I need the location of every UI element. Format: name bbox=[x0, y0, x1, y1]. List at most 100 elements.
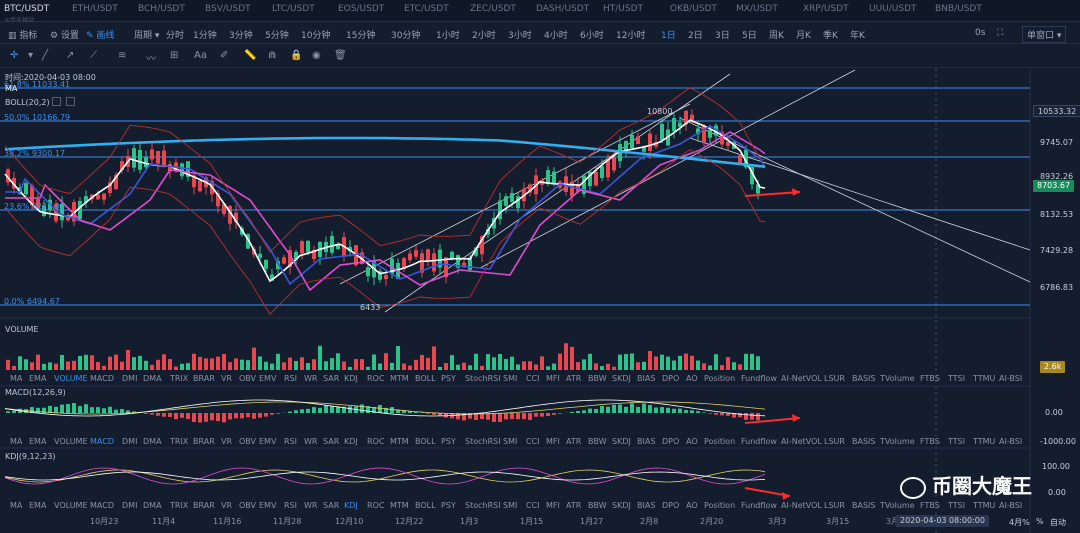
indicator-tab[interactable]: VR bbox=[221, 374, 233, 383]
symbol-tab[interactable]: ETC/USDT bbox=[404, 4, 449, 14]
ray-tool-icon[interactable]: ↗ bbox=[66, 50, 75, 61]
indicator-tab[interactable]: FTBS bbox=[920, 374, 940, 383]
indicator-tab[interactable]: KDJ bbox=[344, 501, 358, 510]
draw-button[interactable]: ✎ 画线 bbox=[86, 31, 115, 41]
zoom-label[interactable]: 4月% bbox=[1009, 518, 1030, 527]
indicator-tab[interactable]: EMV bbox=[259, 374, 277, 383]
indicator-tab[interactable]: FTBS bbox=[920, 501, 940, 510]
period-option[interactable]: 15分钟 bbox=[346, 31, 376, 41]
indicator-tab[interactable]: BBW bbox=[588, 374, 607, 383]
boll-close-icon[interactable] bbox=[66, 97, 75, 106]
price-chart[interactable] bbox=[0, 68, 1080, 533]
indicator-tab[interactable]: SKDJ bbox=[612, 374, 631, 383]
macd-label[interactable]: MACD(12,26,9) bbox=[5, 388, 66, 397]
symbol-tab[interactable]: UUU/USDT bbox=[869, 4, 917, 14]
indicator-tab[interactable]: DMI bbox=[122, 501, 138, 510]
period-option[interactable]: 6小时 bbox=[580, 31, 604, 41]
indicator-tab[interactable]: TRIX bbox=[170, 374, 189, 383]
indicator-tab[interactable]: MTM bbox=[390, 374, 409, 383]
period-option[interactable]: 5日 bbox=[742, 31, 757, 41]
indicator-tab[interactable]: TRIX bbox=[170, 437, 189, 446]
indicator-tab[interactable]: Position bbox=[704, 374, 736, 383]
eye-icon[interactable]: ◉ bbox=[312, 50, 321, 61]
symbol-tab[interactable]: ETH/USDT bbox=[72, 4, 118, 14]
lock-icon[interactable]: 🔒 bbox=[290, 50, 303, 61]
indicator-tab[interactable]: BBW bbox=[588, 501, 607, 510]
indicator-tab[interactable]: TTSI bbox=[948, 437, 966, 446]
indicator-tab[interactable]: SKDJ bbox=[612, 437, 631, 446]
indicator-tab[interactable]: EMV bbox=[259, 501, 277, 510]
indicator-tab[interactable]: DMI bbox=[122, 437, 138, 446]
indicator-tab[interactable]: BRAR bbox=[193, 501, 215, 510]
magnet-icon[interactable]: ⋒ bbox=[268, 50, 277, 61]
indicator-tab[interactable]: BRAR bbox=[193, 437, 215, 446]
text-tool-icon[interactable]: Aa bbox=[194, 50, 207, 61]
delete-icon[interactable]: 🗑 bbox=[334, 50, 347, 61]
indicator-tab[interactable]: Fundflow bbox=[741, 437, 777, 446]
indicator-tab[interactable]: VOLUME bbox=[54, 437, 88, 446]
channel-tool-icon[interactable]: ≋ bbox=[118, 50, 127, 61]
indicator-tab[interactable]: DMA bbox=[143, 437, 162, 446]
indicator-tab[interactable]: RSI bbox=[284, 501, 297, 510]
symbol-tab[interactable]: OKB/USDT bbox=[670, 4, 717, 14]
period-option[interactable]: 分时 bbox=[166, 31, 185, 41]
indicator-tab[interactable]: TVolume bbox=[880, 501, 915, 510]
indicator-tab[interactable]: DPO bbox=[662, 437, 680, 446]
indicator-tab[interactable]: MA bbox=[10, 501, 23, 510]
indicator-tab[interactable]: LSUR bbox=[824, 437, 845, 446]
period-option[interactable]: 5分钟 bbox=[265, 31, 289, 41]
indicator-tab[interactable]: FTBS bbox=[920, 437, 940, 446]
line-tool-icon[interactable]: ╱ bbox=[42, 50, 49, 61]
indicator-tab[interactable]: OBV bbox=[239, 437, 257, 446]
period-option[interactable]: 月K bbox=[796, 31, 811, 41]
indicator-tab[interactable]: CCI bbox=[526, 501, 540, 510]
indicator-tab[interactable]: BIAS bbox=[637, 374, 656, 383]
wave-tool-icon[interactable]: 〰 bbox=[146, 54, 156, 65]
indicator-tab[interactable]: StochRSI bbox=[465, 374, 501, 383]
indicator-tab[interactable]: KDJ bbox=[344, 374, 358, 383]
indicator-tab[interactable]: BOLL bbox=[415, 437, 436, 446]
symbol-tab[interactable]: LTC/USDT bbox=[272, 4, 315, 14]
indicator-tab[interactable]: BRAR bbox=[193, 374, 215, 383]
period-option[interactable]: 季K bbox=[823, 31, 838, 41]
settings-button[interactable]: ⚙ 设置 bbox=[50, 31, 79, 41]
period-option[interactable]: 1日 bbox=[661, 31, 676, 41]
fib-tool-icon[interactable]: ⊞ bbox=[170, 50, 179, 61]
indicator-tab[interactable]: AO bbox=[686, 374, 698, 383]
symbol-tab[interactable]: XRP/USDT bbox=[803, 4, 849, 14]
indicator-tab[interactable]: CCI bbox=[526, 374, 540, 383]
indicator-tab[interactable]: CCI bbox=[526, 437, 540, 446]
indicator-tab[interactable]: OBV bbox=[239, 374, 257, 383]
indicator-tab[interactable]: TTMU bbox=[973, 501, 996, 510]
shape-tool-icon[interactable]: ✐ bbox=[220, 50, 229, 61]
expand-icon[interactable]: ⛶ bbox=[997, 28, 1004, 38]
indicator-tab[interactable]: MA bbox=[10, 437, 23, 446]
indicator-tab[interactable]: BBW bbox=[588, 437, 607, 446]
symbol-tab[interactable]: HT/USDT bbox=[603, 4, 643, 14]
period-option[interactable]: 1小时 bbox=[436, 31, 460, 41]
indicator-tab[interactable]: MFI bbox=[546, 374, 560, 383]
window-mode-select[interactable]: 单窗口 ▾ bbox=[1022, 26, 1067, 43]
chevron-down-icon[interactable]: ▾ bbox=[28, 50, 34, 61]
indicator-tab[interactable]: AI-NetVOL bbox=[781, 501, 822, 510]
indicator-tab[interactable]: MACD bbox=[90, 501, 114, 510]
indicator-tab[interactable]: BASIS bbox=[852, 437, 876, 446]
indicator-tab[interactable]: TTMU bbox=[973, 437, 996, 446]
indicator-tab[interactable]: EMA bbox=[29, 437, 47, 446]
indicator-tab[interactable]: BASIS bbox=[852, 501, 876, 510]
indicator-tab[interactable]: TVolume bbox=[880, 374, 915, 383]
indicator-tab[interactable]: SKDJ bbox=[612, 501, 631, 510]
indicator-tab[interactable]: MTM bbox=[390, 437, 409, 446]
indicator-tab[interactable]: TTSI bbox=[948, 374, 966, 383]
period-option[interactable]: 3日 bbox=[715, 31, 730, 41]
indicator-tab[interactable]: DPO bbox=[662, 374, 680, 383]
indicator-tab[interactable]: TTSI bbox=[948, 501, 966, 510]
symbol-tab[interactable]: ZEC/USDT bbox=[470, 4, 516, 14]
indicator-tab[interactable]: DMA bbox=[143, 374, 162, 383]
kdj-label[interactable]: KDJ(9,12,23) bbox=[5, 452, 56, 461]
indicator-tab[interactable]: StochRSI bbox=[465, 437, 501, 446]
ruler-tool-icon[interactable]: 📏 bbox=[244, 50, 257, 61]
indicator-tab[interactable]: MA bbox=[10, 374, 23, 383]
indicator-tab[interactable]: DMA bbox=[143, 501, 162, 510]
indicator-tab[interactable]: OBV bbox=[239, 501, 257, 510]
